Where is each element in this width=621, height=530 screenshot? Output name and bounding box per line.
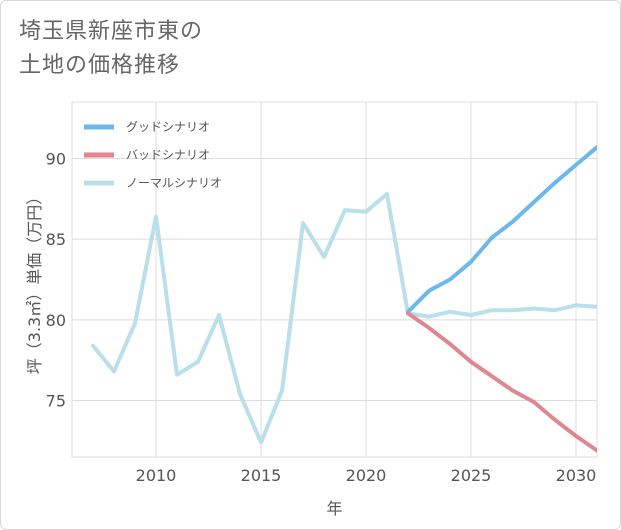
series-line-2 [91,192,597,445]
plot-frame [71,101,598,458]
y-tick-label: 85 [46,230,66,249]
legend-label: グッドシナリオ [126,120,210,134]
x-axis-title: 年 [326,499,342,518]
series-line-1 [406,311,597,453]
y-tick-label: 75 [46,392,66,411]
title-line-1: 埼玉県新座市東の [19,19,204,44]
x-tick-label: 2020 [346,466,387,485]
y-tick-label: 90 [46,149,66,168]
legend-label: ノーマルシナリオ [126,176,222,190]
y-tick-label: 80 [46,311,66,330]
series-line-0 [406,145,597,314]
x-tick-label: 2025 [451,466,492,485]
title-line-2: 土地の価格推移 [19,53,181,78]
series-layer [91,145,597,453]
x-tick-label: 2030 [556,466,597,485]
axis-layer: 2010 2015 2020 2025 2030 75 80 85 90 年 坪（3.3㎡）単価（万… [25,149,596,518]
y-axis-title: 坪（3.3㎡）単価（万円） [25,189,44,374]
legend-label: バッドシナリオ [126,148,210,162]
x-tick-label: 2015 [241,466,282,485]
grid [71,101,598,458]
x-tick-label: 2010 [136,466,177,485]
chart-title: 埼玉県新座市東の 土地の価格推移 [19,15,203,83]
